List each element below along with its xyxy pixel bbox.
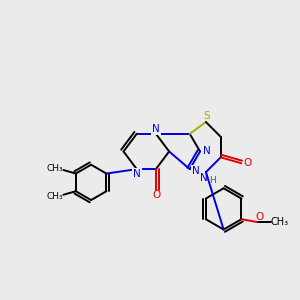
Text: H: H: [209, 176, 216, 184]
Text: N: N: [134, 169, 141, 179]
Text: N: N: [152, 124, 160, 134]
Text: S: S: [203, 111, 210, 122]
Text: N: N: [203, 146, 210, 157]
Text: N: N: [192, 166, 200, 176]
Text: O: O: [243, 158, 251, 168]
Text: CH₃: CH₃: [270, 217, 288, 227]
Text: O: O: [256, 212, 264, 222]
Text: O: O: [152, 190, 160, 200]
Text: N: N: [200, 173, 208, 183]
Text: CH₃: CH₃: [46, 164, 63, 173]
Text: CH₃: CH₃: [46, 192, 63, 201]
